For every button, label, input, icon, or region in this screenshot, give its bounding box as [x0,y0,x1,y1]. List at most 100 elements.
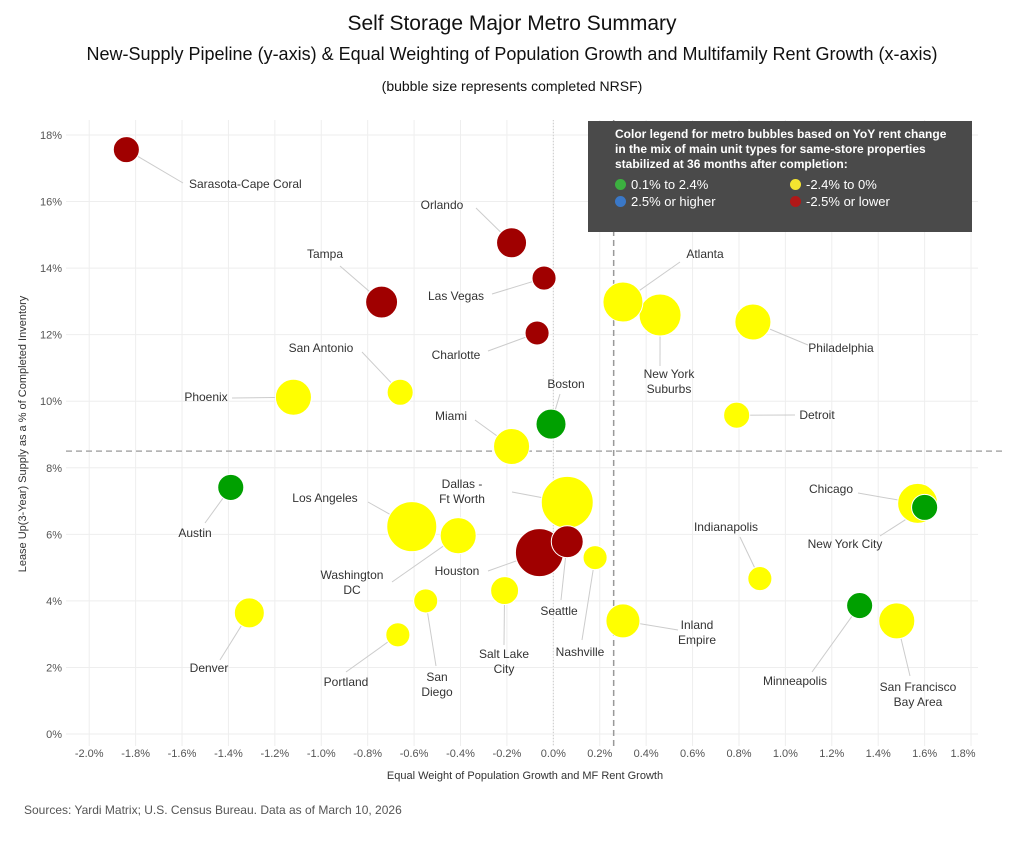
bubble-sarasota-cape-coral [112,136,140,164]
bubble-label: Sarasota-Cape Coral [189,177,302,191]
bubble-atlanta [602,281,644,323]
bubble-denver [233,597,265,629]
chart-subtitle: New-Supply Pipeline (y-axis) & Equal Wei… [86,44,938,64]
bubble-miami [493,427,531,466]
bubble-label: Nashville [556,645,605,659]
bubble-label: Washington DC [321,568,384,597]
legend-item-red: -2.5% or lower [790,194,955,209]
bubble-label: Boston [547,377,584,391]
legend-swatch [790,196,801,207]
color-legend: Color legend for metro bubbles based on … [588,121,972,232]
x-tick-label: -0.2% [493,748,522,760]
legend-label: 2.5% or higher [631,194,716,209]
x-tick-label: -1.2% [260,748,289,760]
bubble-san-diego [413,588,439,614]
leader-line [581,557,596,641]
bubble-indianapolis [747,566,773,592]
x-tick-label: 0.2% [587,748,612,760]
bubble-salt-lake-city [490,576,520,606]
bubble-label: Phoenix [184,390,227,404]
bubble-boston [535,408,567,440]
bubble-label: Inland Empire [678,618,716,647]
legend-label: -2.5% or lower [806,194,890,209]
bubble-dallas-ft-worth [540,475,594,529]
x-tick-label: -1.4% [214,748,243,760]
legend-swatch [615,196,626,207]
legend-item-blue: 2.5% or higher [615,194,790,209]
legend-item-green: 0.1% to 2.4% [615,177,790,192]
bubble-label: Austin [178,526,211,540]
bubble-label: Miami [435,409,467,423]
bubble-label: Las Vegas [428,289,484,303]
chart-title: Self Storage Major Metro Summary [347,12,677,35]
bubble-inland-empire [605,603,641,639]
x-tick-label: -1.6% [168,748,197,760]
bubble-label: Indianapolis [694,520,758,534]
x-tick-label: -0.4% [446,748,475,760]
y-tick-label: 2% [46,662,62,674]
bubble-label: San Francisco Bay Area [880,680,957,709]
bubble-label: Minneapolis [763,674,827,688]
x-tick-label: -1.8% [121,748,150,760]
bubble-los-angeles [386,501,438,553]
legend-swatch [615,179,626,190]
x-axis-title: Equal Weight of Population Growth and MF… [387,770,663,782]
bubble-philadelphia [734,303,772,341]
bubble-washington-dc [439,517,477,555]
bubble-label: Denver [190,661,229,675]
legend-title: Color legend for metro bubbles based on … [615,127,947,171]
bubble-label: Charlotte [432,348,481,362]
x-tick-label: 0.6% [680,748,705,760]
x-tick-label: 0.0% [541,748,566,760]
bubble-tampa [365,285,399,319]
bubble-label: Philadelphia [808,341,874,355]
x-tick-label: -2.0% [75,748,104,760]
x-tick-label: 0.8% [726,748,751,760]
legend-swatch [790,179,801,190]
y-tick-label: 18% [40,130,62,142]
x-tick-label: -0.8% [353,748,382,760]
y-tick-label: 8% [46,463,62,475]
y-tick-label: 14% [40,263,62,275]
bubble-label: Salt Lake City [479,647,529,676]
y-tick-label: 4% [46,596,62,608]
y-tick-label: 16% [40,197,62,209]
bubble-label: San Antonio [289,341,354,355]
bubble-nashville [582,545,608,571]
y-tick-label: 0% [46,729,62,741]
bubble-label: Houston [435,564,480,578]
x-tick-label: 1.2% [819,748,844,760]
y-tick-label: 10% [40,396,62,408]
bubble-label: Dallas -Ft Worth [439,477,485,506]
bubble-label: Chicago [809,482,853,496]
legend-label: 0.1% to 2.4% [631,177,709,192]
bubble-san-francisco-bay-area [878,602,916,640]
x-tick-label: -1.0% [307,748,336,760]
leader-line [811,605,861,673]
y-tick-label: 12% [40,330,62,342]
x-tick-label: 1.0% [773,748,798,760]
bubble-portland [385,622,411,648]
bubble-phoenix [274,378,312,416]
bubble-new-york-suburbs [638,293,682,337]
bubble-detroit [723,401,751,429]
chart-note: (bubble size represents completed NRSF) [381,78,643,94]
bubble-label: New York Suburbs [644,367,696,396]
x-tick-label: 1.4% [866,748,891,760]
bubble-label: San Diego [421,670,453,699]
bubble-seattle [550,525,584,559]
bubble-austin [217,473,245,501]
y-axis-title: Lease Up(3-Year) Supply as a % of Comple… [17,295,29,572]
bubble-san-antonio [386,378,414,406]
sources-note: Sources: Yardi Matrix; U.S. Census Burea… [24,803,402,817]
bubble-las-vegas [531,265,557,291]
legend-label: -2.4% to 0% [806,177,877,192]
bubble-minneapolis [846,592,874,620]
bubble-label: New York City [808,537,883,551]
bubble-label: Orlando [421,198,464,212]
bubble-label: Atlanta [686,247,724,261]
x-tick-label: 1.6% [912,748,937,760]
x-tick-label: 0.4% [634,748,659,760]
legend-item-yellow: -2.4% to 0% [790,177,955,192]
